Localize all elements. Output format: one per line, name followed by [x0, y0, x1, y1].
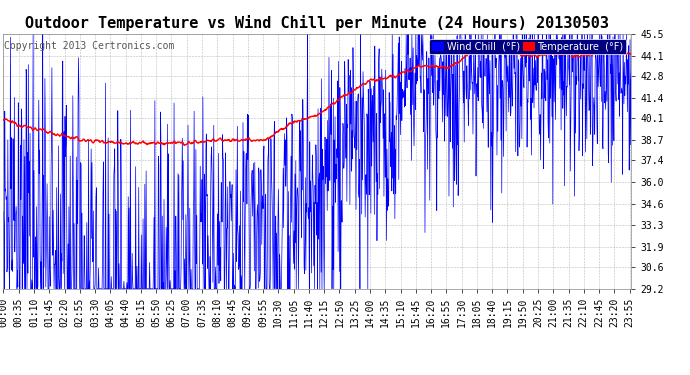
Text: Copyright 2013 Certronics.com: Copyright 2013 Certronics.com [4, 41, 175, 51]
Title: Outdoor Temperature vs Wind Chill per Minute (24 Hours) 20130503: Outdoor Temperature vs Wind Chill per Mi… [26, 15, 609, 31]
Legend: Wind Chill  (°F), Temperature  (°F): Wind Chill (°F), Temperature (°F) [429, 39, 627, 54]
